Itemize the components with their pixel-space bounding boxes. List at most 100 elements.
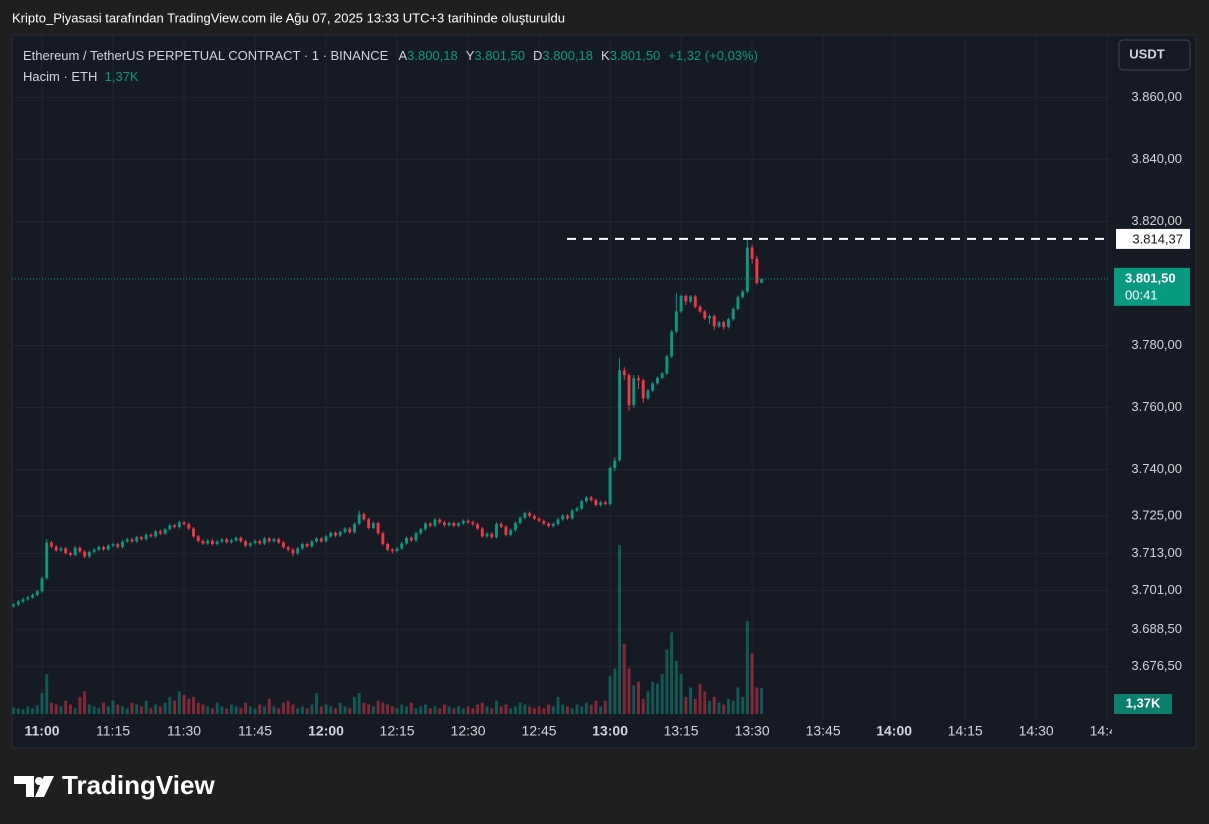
y-tick-label: 3.840,00 xyxy=(1131,151,1182,166)
candle-body xyxy=(712,316,716,327)
volume-bar xyxy=(499,706,503,714)
volume-bar xyxy=(485,706,489,714)
volume-bar xyxy=(755,687,759,714)
volume-bar xyxy=(267,698,271,714)
volume-bar xyxy=(665,649,669,714)
candle-body xyxy=(556,519,560,524)
currency-label: USDT xyxy=(1129,46,1164,61)
candle-body xyxy=(547,523,551,527)
volume-bar xyxy=(97,708,101,714)
volume-bar xyxy=(158,706,162,714)
candle-body xyxy=(419,529,423,534)
candle-body xyxy=(173,525,177,528)
candle-body xyxy=(386,544,390,550)
candle-body xyxy=(594,500,598,506)
candle-body xyxy=(87,551,91,557)
volume-bar xyxy=(64,700,68,714)
volume-bar xyxy=(253,708,257,714)
candle-body xyxy=(674,311,678,332)
candle-body xyxy=(513,523,517,531)
volume-bar xyxy=(556,696,560,714)
volume-bar xyxy=(528,706,532,714)
x-tick-label: 13:15 xyxy=(664,723,699,739)
candle-body xyxy=(16,601,20,605)
volume-bar xyxy=(215,702,219,714)
candle-body xyxy=(584,497,588,502)
ohlc-label: D xyxy=(533,48,543,63)
candle-body xyxy=(352,523,356,533)
candle-body xyxy=(139,537,143,540)
volume-bar xyxy=(168,696,172,714)
candle-body xyxy=(248,543,252,546)
candle-body xyxy=(296,548,300,554)
candle-body xyxy=(570,510,574,519)
x-axis: 11:00 11:15 11:30 11:45 12:00 12:15 12:30 12:45… xyxy=(24,723,1125,739)
volume-name: Hacim · ETH xyxy=(23,69,98,84)
volume-bar xyxy=(334,708,337,714)
volume-bar xyxy=(518,702,522,714)
volume-bar xyxy=(263,706,266,714)
volume-bar xyxy=(532,708,536,714)
candle-body xyxy=(158,531,162,534)
x-tick-label: 14:45 xyxy=(1090,723,1125,739)
candle-body xyxy=(405,537,408,544)
volume-bar xyxy=(608,676,612,714)
volume-bar xyxy=(106,706,110,714)
candle-body xyxy=(253,540,257,544)
candle-body xyxy=(622,370,626,376)
candle-body xyxy=(50,542,53,547)
currency-button[interactable] xyxy=(1118,39,1191,71)
volume-bar xyxy=(575,704,579,714)
volume-bar xyxy=(542,708,546,714)
candle-body xyxy=(722,322,726,327)
volume-bar xyxy=(376,700,380,714)
volume-bar xyxy=(471,708,475,714)
volume-bar xyxy=(423,704,427,714)
candle-body xyxy=(442,522,446,526)
candle-body xyxy=(348,528,352,533)
y-tick-label: 3.701,00 xyxy=(1131,582,1182,597)
volume-bar xyxy=(272,706,276,714)
candle-body xyxy=(542,520,546,524)
volume-bar xyxy=(92,706,96,714)
volume-bar xyxy=(357,693,361,714)
x-tick-label: 12:15 xyxy=(380,723,415,739)
volume-bar xyxy=(121,706,124,714)
attribution: Kripto_Piyasasi tarafından TradingView.c… xyxy=(12,10,565,25)
legend: Ethereum / TetherUS PERPETUAL CONTRACT ·… xyxy=(23,45,766,87)
volume-badge xyxy=(1114,694,1172,714)
candle-body xyxy=(461,520,465,524)
candle-body xyxy=(26,597,30,600)
candle-body xyxy=(319,538,323,542)
change: +1,32 (+0,03%) xyxy=(668,48,758,63)
volume-bar xyxy=(130,702,134,714)
volume-bar xyxy=(329,706,333,714)
candle-body xyxy=(731,308,735,320)
volume-bar xyxy=(286,700,290,714)
y-tick-label: 3.740,00 xyxy=(1131,461,1182,476)
volume-bar xyxy=(177,691,181,714)
volume-bar xyxy=(495,700,498,714)
y-tick-label: 3.688,50 xyxy=(1131,621,1182,636)
volume-bar xyxy=(438,708,442,714)
volume-bar xyxy=(660,674,664,714)
volume-bar xyxy=(310,704,314,714)
y-tick-label: 3.725,00 xyxy=(1131,508,1182,523)
volume-bar xyxy=(31,708,35,714)
volume-bar xyxy=(343,706,347,714)
candle-body xyxy=(258,540,262,544)
volume-bar xyxy=(726,698,730,714)
candle-body xyxy=(438,519,442,523)
candle-body xyxy=(220,539,224,542)
candle-body xyxy=(371,523,375,528)
y-tick-label: 3.820,00 xyxy=(1131,213,1182,228)
high-label: 3.814,37 xyxy=(1132,231,1183,246)
candle-body xyxy=(457,523,461,526)
candle-body xyxy=(234,537,238,541)
volume-bar xyxy=(16,708,20,714)
volume-bar xyxy=(622,643,626,714)
ohlc-label: K xyxy=(601,48,610,63)
volume-bar xyxy=(149,708,153,714)
candle-body xyxy=(73,547,77,555)
candle-body xyxy=(400,543,404,549)
